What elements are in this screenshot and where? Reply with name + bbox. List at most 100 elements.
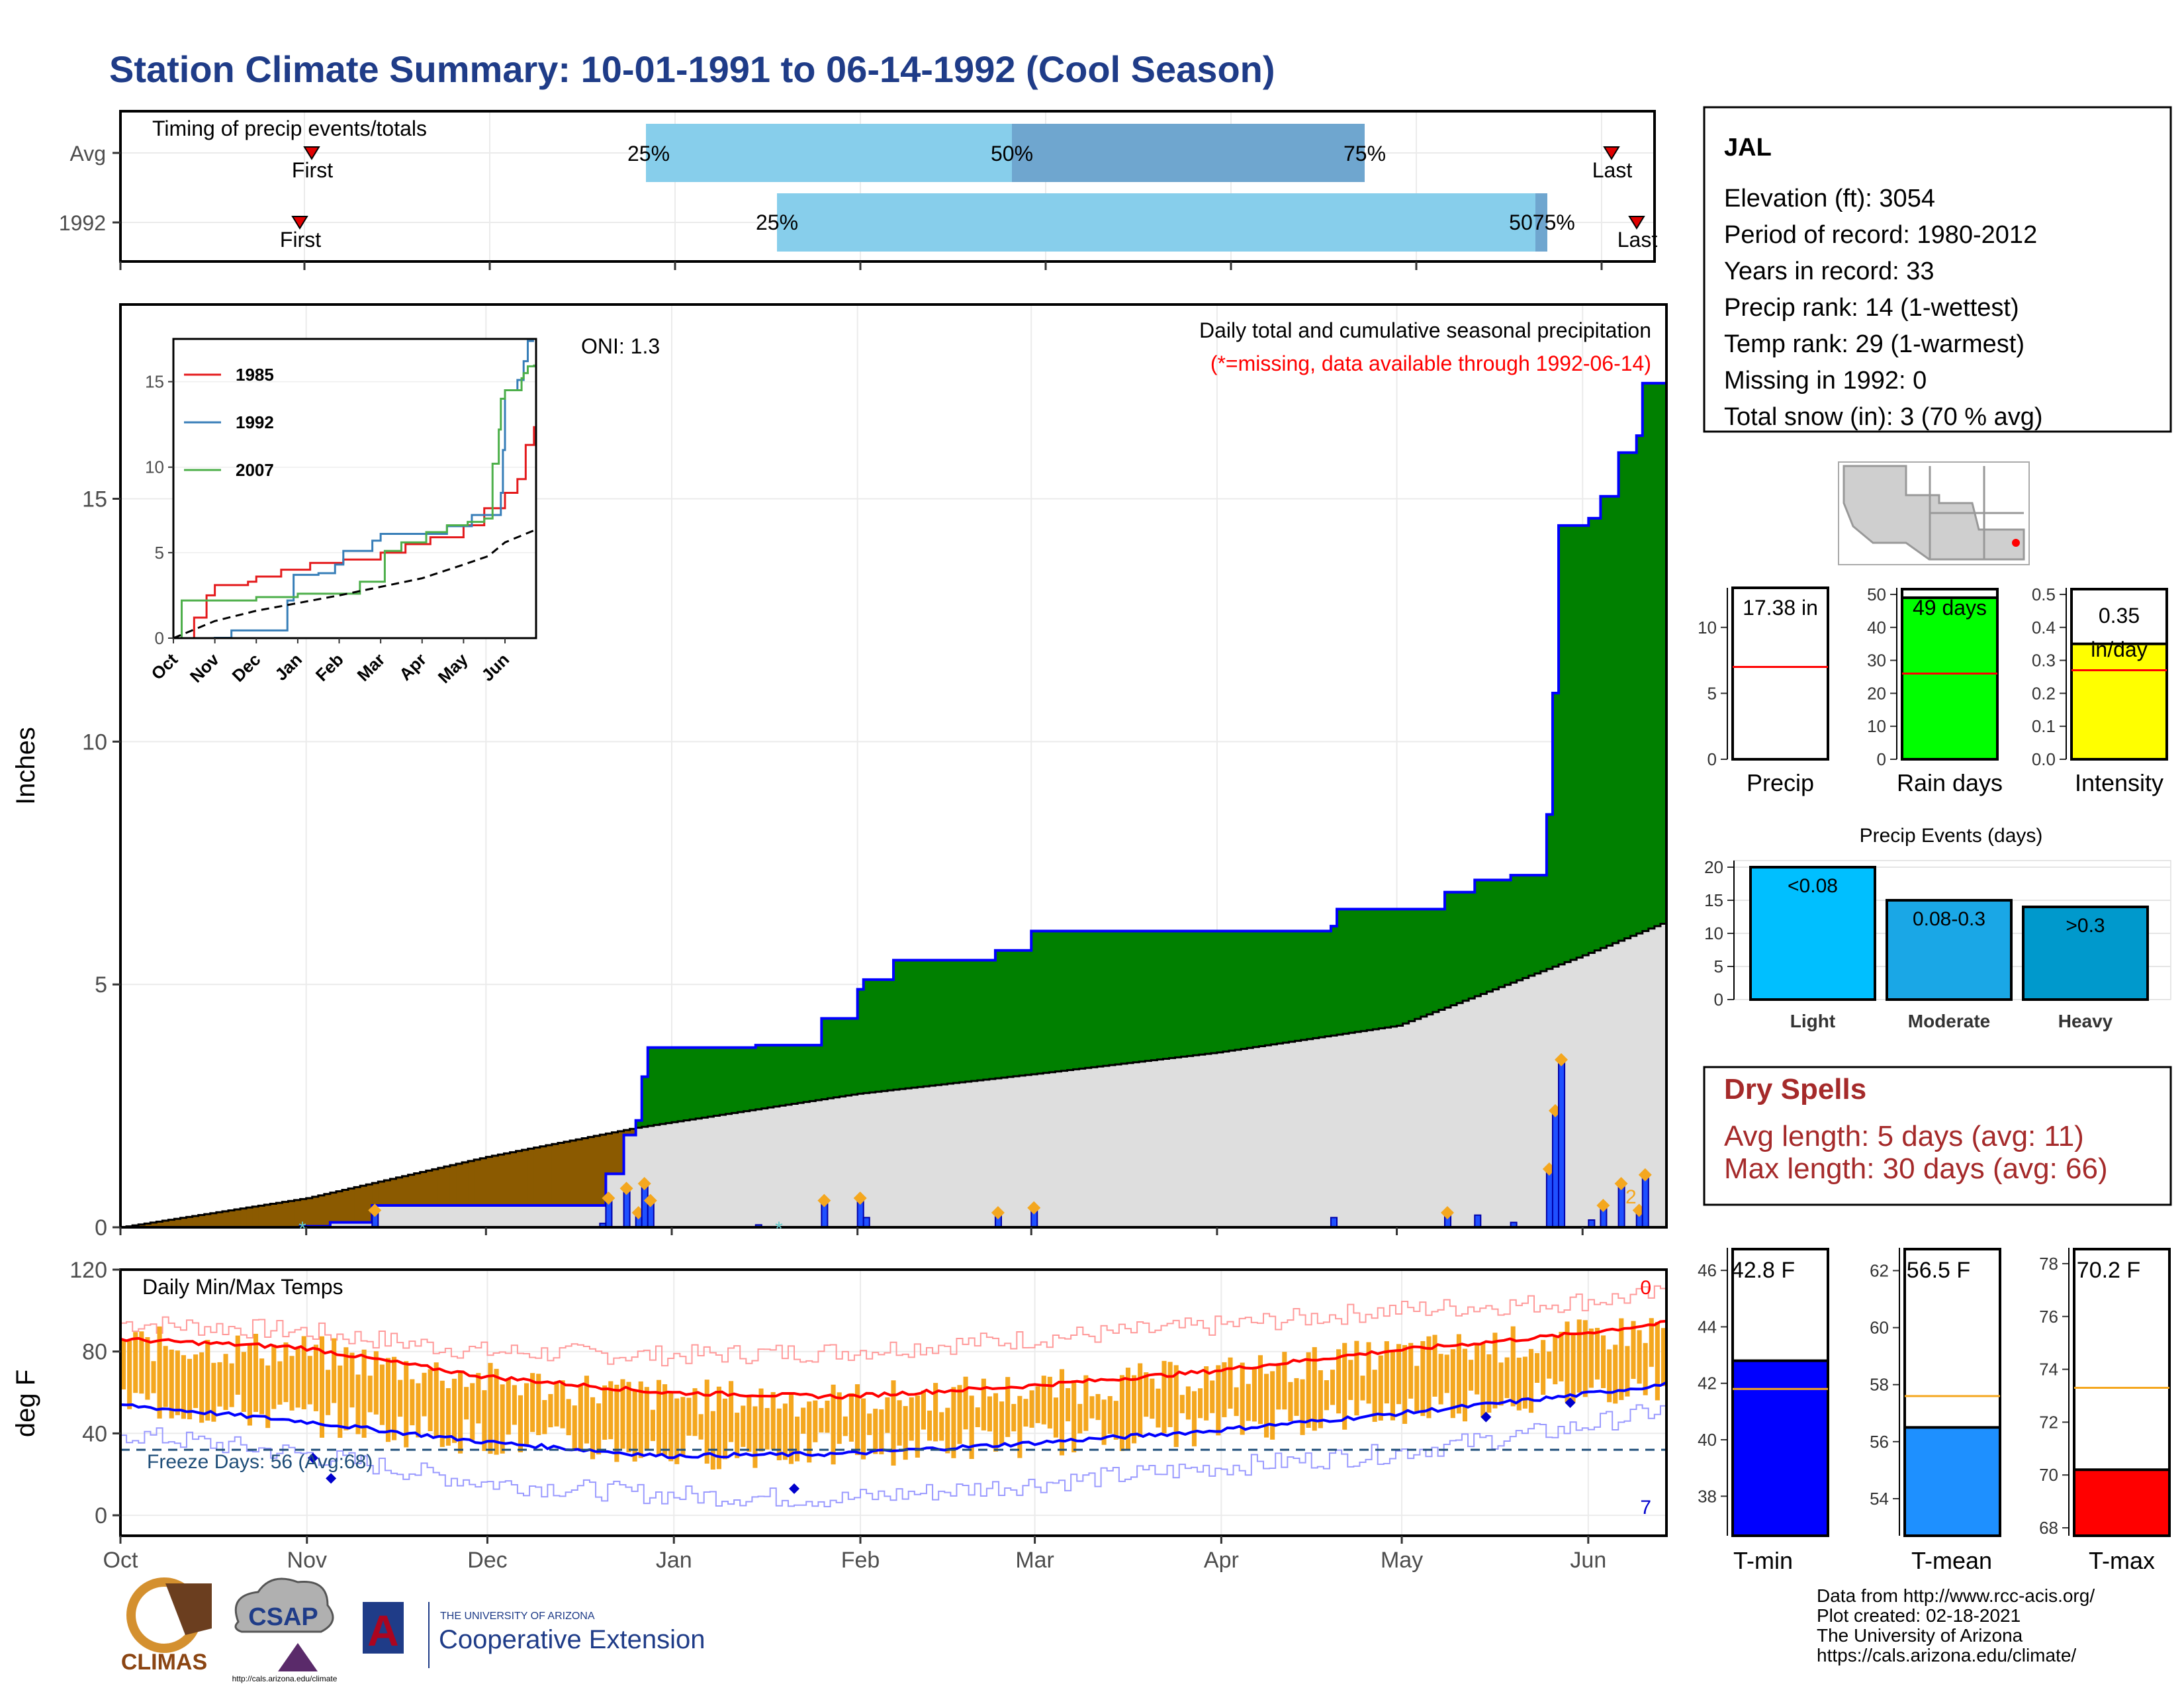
temp-daily-range-bar	[608, 1381, 614, 1440]
precip-surplus-area	[1432, 909, 1439, 1012]
station-info-box: JAL Elevation (ft): 3054 Period of recor…	[1703, 106, 2172, 433]
precip-surplus-area	[971, 960, 978, 1082]
precip-surplus-area	[893, 960, 900, 1090]
precip-avg-cumulative-line	[120, 922, 1666, 1229]
inset-frame	[172, 338, 537, 639]
station-missing: Missing in 1992: 0	[1724, 367, 1927, 395]
precip-surplus-area	[1396, 909, 1404, 1026]
temp-daily-range-bar	[1541, 1340, 1546, 1395]
events-y-tick-label-10: 10	[1704, 923, 1723, 943]
precip-deficit-area	[210, 1213, 217, 1227]
precip-surplus-area	[713, 1047, 721, 1116]
temp-daily-range-bar	[782, 1403, 788, 1460]
temp-daily-range-bar	[710, 1411, 715, 1470]
temp-x-tick-label-Apr: Apr	[1204, 1548, 1239, 1573]
temp-daily-range-bar	[319, 1336, 325, 1438]
inset-y-tick-label-5: 5	[155, 543, 164, 563]
temp-daily-range-bar	[891, 1380, 896, 1466]
precip-surplus-area	[1193, 931, 1200, 1056]
timing-row-avg-label: Avg	[69, 142, 106, 165]
temp-daily-range-bar	[1083, 1375, 1089, 1431]
dry-spells-avg-length: Avg length: 5 days (avg: 11)	[1724, 1120, 2084, 1152]
tb-tmean-y-tick-label-62: 62	[1870, 1260, 1889, 1280]
precip-surplus-area	[1475, 880, 1481, 996]
temp-summary-panels: 38 40 42 44 46 42.8 F T-min 54 56 58 60 62 56.5 …	[1698, 1248, 2171, 1574]
precip-surplus-area	[887, 979, 894, 1091]
sb-intensity-y-tick-label-0.1: 0.1	[2032, 716, 2056, 736]
temp-daily-range-bar	[416, 1383, 421, 1438]
temp-daily-range-bar	[379, 1364, 385, 1425]
precip-surplus-area	[857, 989, 864, 1094]
precip-deficit-area	[174, 1219, 181, 1227]
temp-daily-range-bar	[704, 1380, 709, 1464]
precip-surplus-area	[929, 960, 936, 1086]
precip-deficit-area	[414, 1173, 421, 1205]
temp-x-tick-label-Nov: Nov	[287, 1548, 327, 1573]
temp-daily-range-bar	[1522, 1356, 1527, 1409]
temp-daily-range-bar	[572, 1405, 577, 1451]
precip-surplus-area	[1540, 875, 1547, 972]
precip-surplus-area	[1133, 931, 1140, 1062]
precip-surplus-area	[1271, 931, 1278, 1045]
temp-daily-range-bar	[1619, 1318, 1624, 1400]
temp-daily-range-bar	[1306, 1352, 1311, 1428]
locator-map	[1838, 461, 2030, 565]
station-years: Years in record: 33	[1724, 258, 1934, 285]
temp-daily-range-bar	[1017, 1395, 1023, 1458]
precip-deficit-area	[527, 1149, 535, 1205]
temp-daily-range-bar	[217, 1362, 222, 1407]
precip-legend-title: Daily total and cumulative seasonal prec…	[1199, 318, 1651, 342]
precip-surplus-area	[1510, 875, 1518, 983]
temp-daily-range-bar	[482, 1390, 487, 1451]
precip-surplus-area	[899, 960, 906, 1090]
precip-deficit-area	[492, 1155, 499, 1205]
temp-daily-range-bar	[620, 1379, 625, 1449]
temp-daily-range-bar	[842, 1416, 848, 1436]
temp-daily-range-bar	[1390, 1350, 1395, 1421]
temp-y-tick-label-0: 0	[95, 1503, 107, 1528]
temp-daily-range-bar	[1613, 1344, 1618, 1404]
precip-surplus-area	[833, 1018, 841, 1098]
precip-surplus-area	[743, 1047, 751, 1111]
sb-raindays-y-tick-label-50: 50	[1867, 585, 1886, 604]
temp-daily-range-bar	[1101, 1399, 1107, 1445]
precip-deficit-area	[198, 1215, 205, 1227]
temp-daily-range-bar	[1330, 1370, 1336, 1405]
precip-deficit-area	[474, 1159, 480, 1205]
sb-precip-y-tick-label-5: 5	[1707, 683, 1717, 703]
sb-raindays-y-tick-label-40: 40	[1867, 618, 1886, 637]
precip-surplus-area	[671, 1047, 678, 1123]
precip-surplus-area	[941, 960, 948, 1085]
precip-surplus-area	[678, 1047, 684, 1121]
precip-surplus-area	[1247, 931, 1253, 1049]
precip-surplus-area	[1163, 931, 1170, 1059]
temp-daily-range-bar	[861, 1398, 866, 1460]
temp-daily-range-bar	[385, 1358, 391, 1442]
sb-intensity-y-tick-label-0.2: 0.2	[2032, 683, 2056, 703]
y1992-p25-label: 25%	[756, 211, 798, 234]
precip-surplus-area	[1402, 909, 1410, 1024]
temp-daily-range-bar	[488, 1362, 493, 1454]
precip-summary-bar: 0 5 10	[1698, 586, 1829, 769]
temp-daily-range-bar	[1035, 1386, 1040, 1423]
temp-daily-range-bar	[1576, 1319, 1582, 1393]
temp-daily-range-bar	[819, 1408, 824, 1432]
precip-surplus-area	[905, 960, 912, 1089]
temp-daily-range-bar	[1594, 1327, 1600, 1380]
temp-record-marker-4	[1565, 1397, 1576, 1408]
precip-deficit-area	[449, 1165, 457, 1205]
precip-1992-cumulative-line	[120, 381, 1666, 1229]
temp-daily-range-bar	[1582, 1320, 1588, 1397]
precip-surplus-area	[690, 1047, 696, 1120]
rain-days-summary-bar: 0 10 20 30 40 50	[1867, 585, 1999, 769]
temp-daily-range-bar	[584, 1376, 589, 1444]
precip-surplus-area	[1235, 931, 1242, 1050]
precip-deficit-area	[222, 1211, 229, 1227]
temp-x-tick-label-May: May	[1381, 1548, 1423, 1573]
temp-daily-range-bar	[831, 1384, 836, 1465]
precip-deficit-area	[606, 1133, 613, 1174]
temp-daily-range-bar	[1276, 1364, 1281, 1410]
sb-raindays-value-bar	[1901, 596, 1999, 761]
precip-surplus-area	[809, 1045, 816, 1102]
tb-tmin-y-tick-label-46: 46	[1698, 1260, 1717, 1280]
